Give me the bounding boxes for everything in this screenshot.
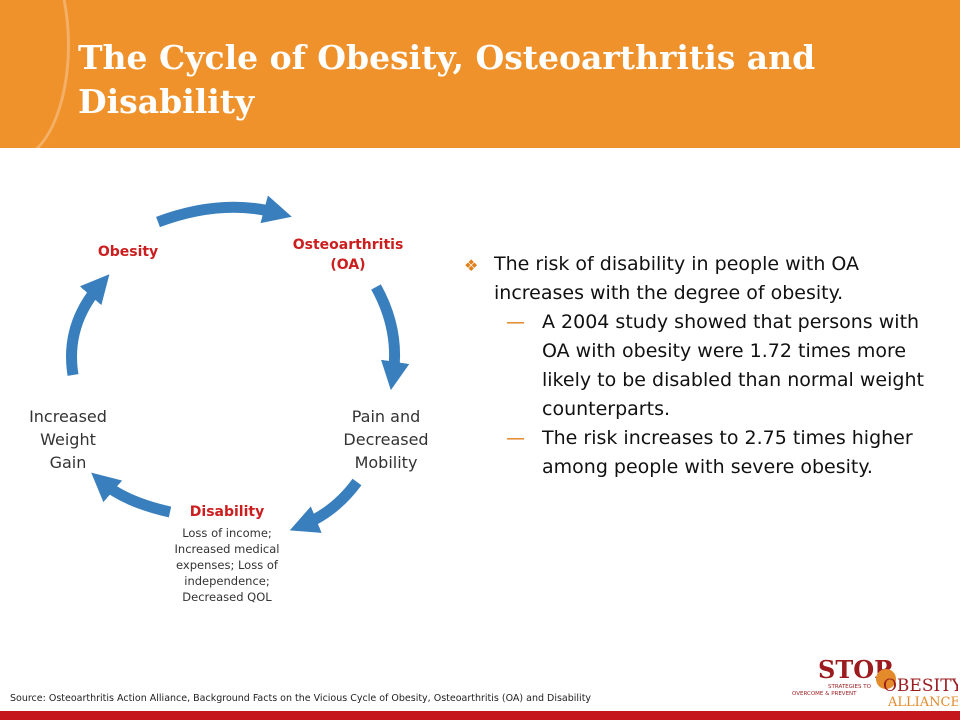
disability-detail-5: Decreased QOL xyxy=(182,590,272,604)
node-obesity: Obesity xyxy=(88,242,168,262)
diamond-bullet-icon: ❖ xyxy=(464,256,479,275)
node-obesity-label: Obesity xyxy=(97,244,159,260)
sub-bullet-text-1: A 2004 study showed that persons with OA… xyxy=(542,311,924,420)
node-pain-label-1: Pain and xyxy=(351,407,421,426)
sub-bullet-text-2: The risk increases to 2.75 times higher … xyxy=(542,427,913,478)
decorative-arc xyxy=(0,0,70,148)
disability-detail-1: Loss of income; xyxy=(182,526,272,540)
svg-text:OBESITY: OBESITY xyxy=(883,676,958,696)
dash-icon: — xyxy=(506,311,525,333)
svg-text:OVERCOME & PREVENT: OVERCOME & PREVENT xyxy=(792,691,857,697)
source-citation: Source: Osteoarthritis Action Alliance, … xyxy=(10,693,592,704)
node-oa-label-1: Osteoarthritis xyxy=(292,237,404,253)
svg-text:ALLIANCE: ALLIANCE xyxy=(887,695,958,710)
node-disability-label: Disability xyxy=(189,504,265,520)
dash-icon: — xyxy=(506,427,525,449)
cycle-arrow-oa-to-pain xyxy=(371,284,410,391)
cycle-diagram xyxy=(66,195,410,533)
node-weight-gain: Increased Weight Gain xyxy=(14,405,122,474)
node-oa-label-2: (OA) xyxy=(330,257,366,273)
disability-detail-2: Increased medical xyxy=(174,542,280,556)
bottom-accent-bar xyxy=(0,711,960,720)
svg-text:STRATEGIES TO: STRATEGIES TO xyxy=(828,684,872,690)
content-list: ❖ The risk of disability in people with … xyxy=(458,250,928,482)
node-pain-mobility: Pain and Decreased Mobility xyxy=(330,405,442,474)
cycle-arrow-obesity-to-oa xyxy=(156,195,292,228)
cycle-arrow-weight-to-obesity xyxy=(66,274,110,376)
sub-bullet-item: — The risk increases to 2.75 times highe… xyxy=(458,424,928,482)
sub-bullet-item: — A 2004 study showed that persons with … xyxy=(458,308,928,424)
disability-detail-3: expenses; Loss of xyxy=(176,558,278,572)
bullet-item: ❖ The risk of disability in people with … xyxy=(458,250,928,308)
node-weight-label-2: Weight xyxy=(40,430,96,449)
node-disability: Disability Loss of income; Increased med… xyxy=(160,502,294,605)
node-weight-label-3: Gain xyxy=(49,453,87,472)
node-osteoarthritis: Osteoarthritis (OA) xyxy=(278,235,418,275)
disability-detail-4: independence; xyxy=(184,574,270,588)
bullet-text: The risk of disability in people with OA… xyxy=(494,253,860,304)
slide-title: The Cycle of Obesity, Osteoarthritis and… xyxy=(78,38,816,121)
node-disability-details: Loss of income; Increased medical expens… xyxy=(160,525,294,605)
stop-obesity-alliance-logo: STOP OBESITY ALLIANCE STRATEGIES TO OVER… xyxy=(792,655,958,710)
node-pain-label-3: Mobility xyxy=(354,453,418,472)
node-weight-label-1: Increased xyxy=(29,407,107,426)
cycle-arrow-disability-to-weight xyxy=(91,472,172,518)
cycle-arrow-pain-to-disability xyxy=(289,478,362,533)
node-pain-label-2: Decreased xyxy=(343,430,429,449)
title-banner: The Cycle of Obesity, Osteoarthritis and… xyxy=(0,0,960,148)
